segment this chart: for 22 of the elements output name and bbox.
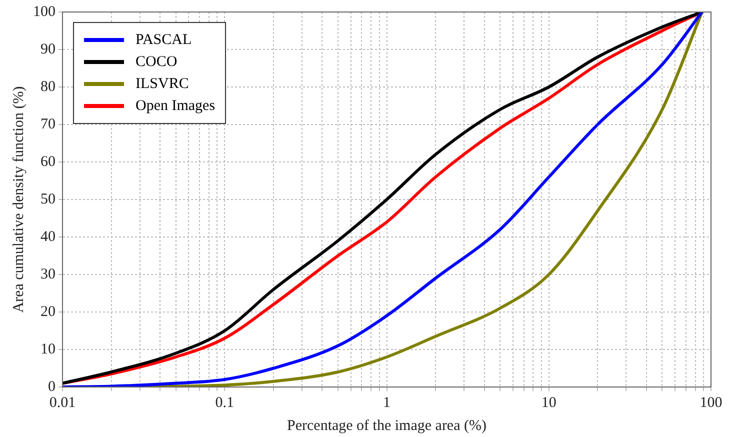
x-tick-label: 0.01: [49, 394, 76, 411]
y-tick-label: 10: [40, 341, 56, 358]
y-axis-title: Area cumulative density function (%): [10, 86, 27, 313]
x-tick-label: 1: [383, 394, 390, 411]
x-tick-label: 0.1: [215, 394, 234, 411]
legend-label: COCO: [136, 54, 178, 70]
y-tick-label: 30: [40, 266, 56, 282]
legend-label: PASCAL: [136, 32, 192, 48]
legend-label: ILSVRC: [136, 76, 189, 92]
y-tick-label: 80: [40, 78, 56, 95]
y-tick-label: 70: [40, 116, 56, 132]
x-axis-title: Percentage of the image area (%): [287, 418, 486, 434]
y-tick-label: 90: [40, 41, 56, 58]
y-tick-label: 50: [40, 191, 56, 208]
y-tick-label: 0: [48, 378, 56, 395]
y-tick-label: 20: [40, 304, 56, 320]
y-tick-label: 40: [40, 228, 56, 245]
legend-label: Open Images: [136, 98, 216, 114]
x-tick-label: 100: [700, 394, 722, 411]
x-tick-label: 10: [541, 394, 556, 411]
y-tick-label: 100: [33, 4, 56, 20]
y-tick-label: 60: [40, 154, 56, 170]
